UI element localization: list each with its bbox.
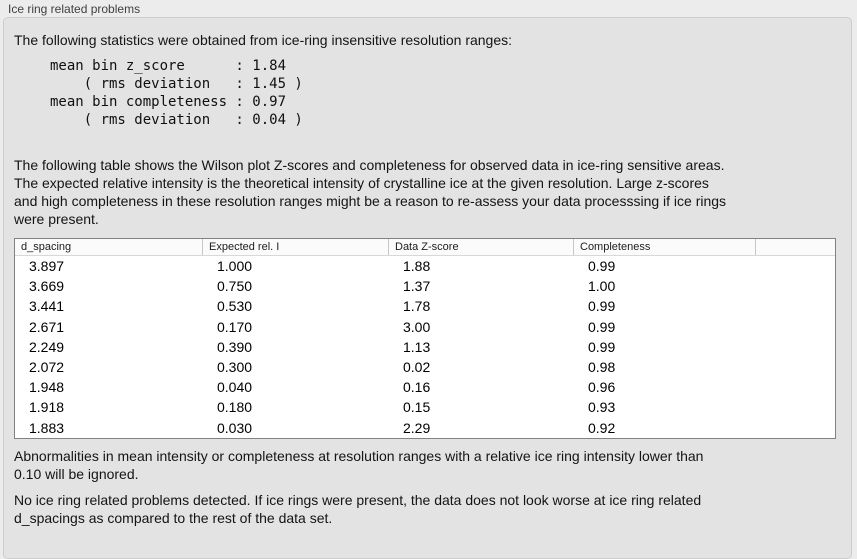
- table-cell-filler: [756, 317, 835, 337]
- table-cell: 0.15: [403, 399, 431, 416]
- table-cell: 0.02: [403, 358, 431, 375]
- table-cell: 3.441: [29, 298, 65, 315]
- table-row[interactable]: 1.883 0.030 2.29 0.92: [15, 418, 835, 438]
- table-row[interactable]: 1.918 0.180 0.15 0.93: [15, 397, 835, 417]
- table-cell: 0.300: [217, 358, 253, 375]
- table-cell: 0.99: [588, 298, 616, 315]
- table-cell: 0.030: [217, 419, 253, 436]
- table-cell: 1.78: [403, 298, 431, 315]
- table-row[interactable]: 2.072 0.300 0.02 0.98: [15, 357, 835, 377]
- table-row[interactable]: 2.249 0.390 1.13 0.99: [15, 337, 835, 357]
- table-cell: 3.669: [29, 278, 65, 295]
- table-cell-filler: [756, 418, 835, 438]
- table-cell-filler: [756, 357, 835, 377]
- table-cell-filler: [756, 397, 835, 417]
- table-cell-filler: [756, 296, 835, 316]
- table-cell: 2.671: [29, 318, 65, 335]
- ignore-threshold-note: Abnormalities in mean intensity or compl…: [14, 448, 704, 482]
- table-row[interactable]: 3.897 1.000 1.88 0.99: [15, 256, 835, 276]
- ice-ring-table: d_spacing Expected rel. I Data Z-score C…: [14, 238, 836, 439]
- table-cell: 0.99: [588, 338, 616, 355]
- table-cell: 0.93: [588, 399, 616, 416]
- table-cell: 0.040: [217, 379, 253, 396]
- table-row[interactable]: 3.669 0.750 1.37 1.00: [15, 276, 835, 296]
- table-cell: 0.16: [403, 379, 431, 396]
- table-row[interactable]: 2.671 0.170 3.00 0.99: [15, 317, 835, 337]
- bin-statistics-block: mean bin z_score : 1.84 ( rms deviation …: [50, 58, 303, 128]
- table-cell: 0.99: [588, 258, 616, 274]
- table-row[interactable]: 3.441 0.530 1.78 0.99: [15, 296, 835, 316]
- table-cell: 1.883: [29, 419, 65, 436]
- table-cell: 1.000: [217, 258, 253, 274]
- table-cell: 0.99: [588, 318, 616, 335]
- table-cell: 2.29: [403, 419, 431, 436]
- table-cell: 1.37: [403, 278, 431, 295]
- table-cell: 0.98: [588, 358, 616, 375]
- table-cell: 0.750: [217, 278, 253, 295]
- ice-ring-table-body: 3.897 1.000 1.88 0.99 3.669 0.750 1.37 1.00 3.44…: [15, 256, 835, 438]
- column-header-d-spacing[interactable]: d_spacing: [15, 239, 203, 255]
- table-row[interactable]: 1.948 0.040 0.16 0.96: [15, 377, 835, 397]
- column-header-filler: [756, 239, 835, 255]
- column-header-expected-rel-i[interactable]: Expected rel. I: [203, 239, 389, 255]
- column-header-completeness[interactable]: Completeness: [574, 239, 756, 255]
- table-header-row: d_spacing Expected rel. I Data Z-score C…: [15, 239, 835, 256]
- table-cell: 1.88: [403, 258, 431, 274]
- table-cell: 3.897: [29, 258, 65, 274]
- table-cell: 1.00: [588, 278, 616, 295]
- table-description-text: The following table shows the Wilson plo…: [14, 157, 727, 227]
- table-cell-filler: [756, 337, 835, 357]
- table-cell: 1.13: [403, 338, 431, 355]
- table-cell-filler: [756, 256, 835, 276]
- group-box-title: Ice ring related problems: [8, 2, 141, 16]
- table-cell: 0.96: [588, 379, 616, 396]
- table-cell: 0.170: [217, 318, 253, 335]
- table-cell: 0.180: [217, 399, 253, 416]
- table-cell: 0.530: [217, 298, 253, 315]
- table-cell: 1.948: [29, 379, 65, 396]
- table-cell-filler: [756, 377, 835, 397]
- intro-text: The following statistics were obtained f…: [14, 32, 513, 48]
- table-cell: 3.00: [403, 318, 431, 335]
- table-cell: 2.072: [29, 358, 65, 375]
- table-cell: 0.390: [217, 338, 253, 355]
- conclusion-text: No ice ring related problems detected. I…: [14, 492, 702, 526]
- table-cell: 2.249: [29, 338, 65, 355]
- table-cell-filler: [756, 276, 835, 296]
- table-cell: 1.918: [29, 399, 65, 416]
- column-header-data-z-score[interactable]: Data Z-score: [389, 239, 574, 255]
- table-cell: 0.92: [588, 419, 616, 436]
